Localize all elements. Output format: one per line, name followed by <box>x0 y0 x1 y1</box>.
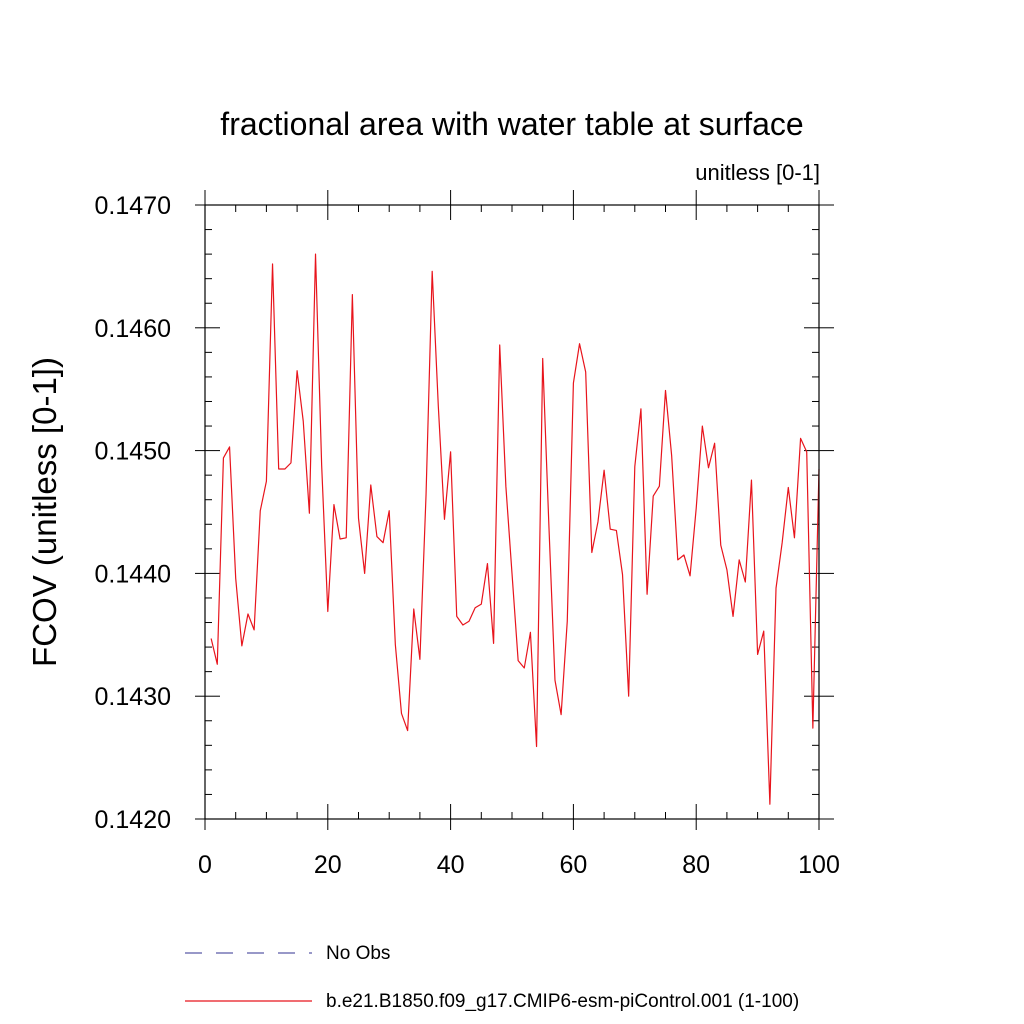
legend-label-no-obs: No Obs <box>326 943 390 964</box>
y-tick-label: 0.1450 <box>95 438 171 466</box>
chart-subtitle: unitless [0-1] <box>695 160 820 185</box>
legend-label-model-run: b.e21.B1850.f09_g17.CMIP6-esm-piControl.… <box>326 991 799 1012</box>
y-tick-label: 0.1470 <box>95 192 171 220</box>
y-axis-label: FCOV (unitless [0-1]) <box>26 357 63 667</box>
series-line-1 <box>210 253 820 805</box>
y-tick-label: 0.1460 <box>95 315 171 343</box>
x-tick-label: 20 <box>314 851 342 879</box>
series-layer <box>210 253 820 805</box>
chart-title: fractional area with water table at surf… <box>220 106 803 142</box>
x-tick-label: 80 <box>682 851 710 879</box>
y-tick-label: 0.1420 <box>95 806 171 834</box>
x-tick-label: 100 <box>798 851 840 879</box>
x-tick-label: 60 <box>559 851 587 879</box>
y-tick-label: 0.1430 <box>95 683 171 711</box>
x-tick-label: 40 <box>437 851 465 879</box>
legend: No Obs b.e21.B1850.f09_g17.CMIP6-esm-piC… <box>185 943 799 1012</box>
x-tick-label: 0 <box>198 851 212 879</box>
y-tick-label: 0.1440 <box>95 560 171 588</box>
axis-ticks <box>195 190 834 830</box>
plot-frame <box>204 204 820 820</box>
tick-labels: 0 20 40 60 80 100 0.1420 0.1430 0.1440 0.1450 0.14… <box>95 192 840 879</box>
